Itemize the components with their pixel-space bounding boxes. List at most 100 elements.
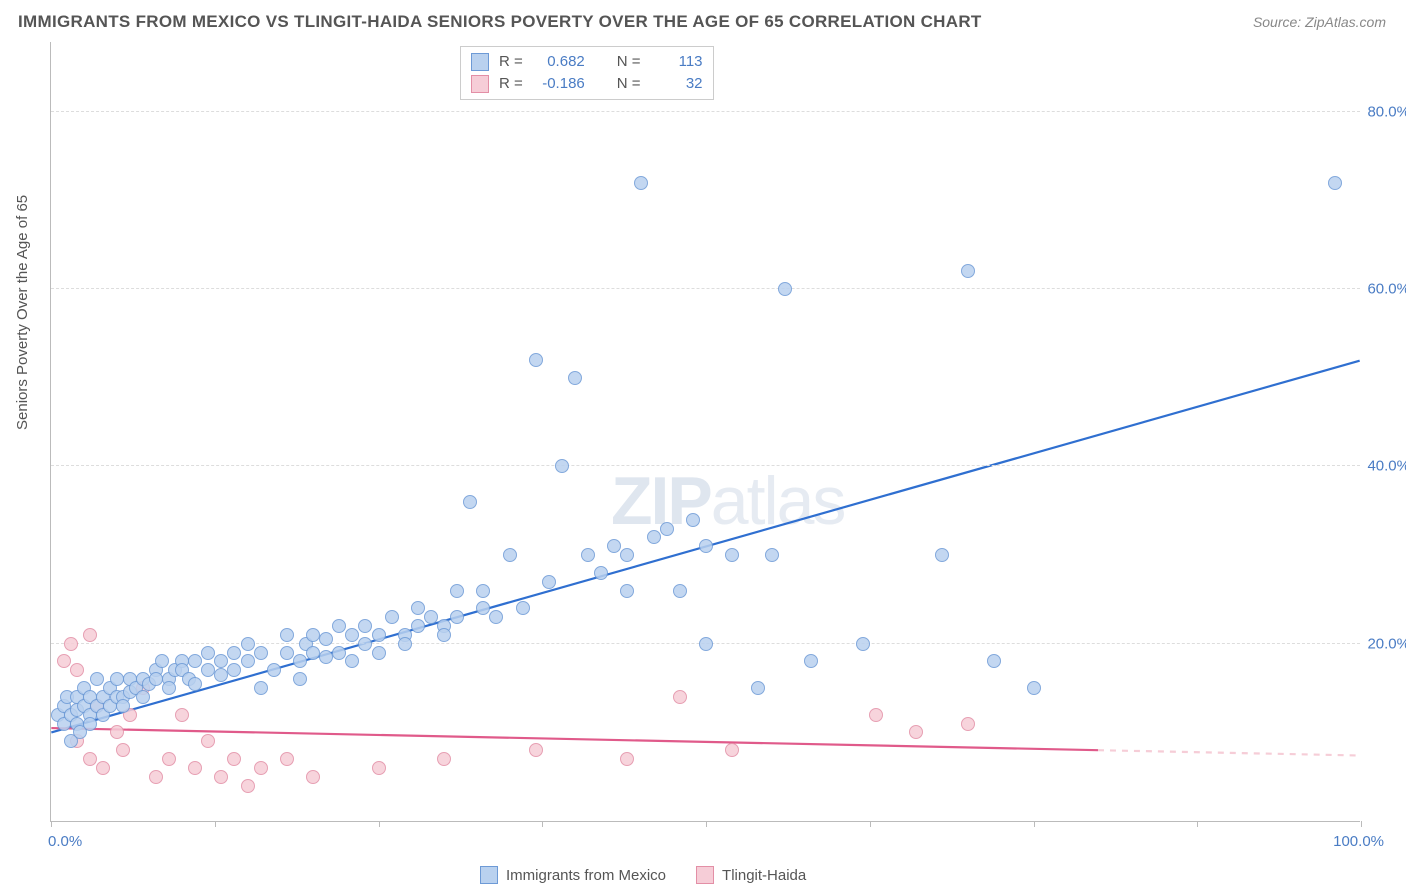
xtick-label-min: 0.0% [48, 833, 82, 850]
data-point [686, 513, 700, 527]
data-point [450, 610, 464, 624]
legend-swatch-1 [696, 866, 714, 884]
data-point [241, 654, 255, 668]
data-point [856, 637, 870, 651]
data-point [463, 495, 477, 509]
data-point [345, 654, 359, 668]
data-point [70, 663, 84, 677]
xtick-mark [379, 821, 380, 827]
data-point [1328, 176, 1342, 190]
data-point [293, 672, 307, 686]
data-point [254, 646, 268, 660]
data-point [529, 743, 543, 757]
legend-label-0: Immigrants from Mexico [506, 867, 666, 884]
data-point [214, 770, 228, 784]
watermark-atlas: atlas [711, 463, 845, 539]
data-point [778, 282, 792, 296]
data-point [332, 619, 346, 633]
r-label-0: R = [499, 51, 523, 73]
xtick-mark [542, 821, 543, 827]
data-point [214, 654, 228, 668]
data-point [489, 610, 503, 624]
data-point [57, 654, 71, 668]
data-point [345, 628, 359, 642]
data-point [411, 601, 425, 615]
y-axis-label: Seniors Poverty Over the Age of 65 [14, 195, 31, 430]
ytick-label: 20.0% [1365, 635, 1406, 652]
data-point [188, 761, 202, 775]
n-value-0: 113 [651, 51, 703, 73]
data-point [673, 584, 687, 598]
r-value-0: 0.682 [533, 51, 585, 73]
data-point [332, 646, 346, 660]
data-point [306, 646, 320, 660]
data-point [424, 610, 438, 624]
data-point [935, 548, 949, 562]
data-point [155, 654, 169, 668]
data-point [227, 646, 241, 660]
corr-row-1: R = -0.186 N = 32 [471, 73, 703, 95]
watermark: ZIPatlas [611, 462, 844, 540]
data-point [765, 548, 779, 562]
data-point [673, 690, 687, 704]
gridline [51, 111, 1360, 112]
data-point [581, 548, 595, 562]
data-point [149, 770, 163, 784]
data-point [83, 717, 97, 731]
xtick-mark [870, 821, 871, 827]
source-label: Source: ZipAtlas.com [1253, 14, 1386, 30]
data-point [149, 672, 163, 686]
xtick-label-max: 100.0% [1333, 833, 1384, 850]
data-point [110, 725, 124, 739]
data-point [699, 637, 713, 651]
xtick-mark [1034, 821, 1035, 827]
data-point [136, 690, 150, 704]
data-point [293, 654, 307, 668]
data-point [699, 539, 713, 553]
data-point [385, 610, 399, 624]
data-point [254, 761, 268, 775]
data-point [201, 646, 215, 660]
series-legend: Immigrants from Mexico Tlingit-Haida [480, 866, 806, 884]
data-point [306, 770, 320, 784]
data-point [267, 663, 281, 677]
data-point [280, 628, 294, 642]
ytick-label: 80.0% [1365, 103, 1406, 120]
data-point [227, 663, 241, 677]
r-label-1: R = [499, 73, 523, 95]
data-point [450, 584, 464, 598]
data-point [372, 628, 386, 642]
data-point [568, 371, 582, 385]
data-point [110, 672, 124, 686]
data-point [607, 539, 621, 553]
data-point [909, 725, 923, 739]
data-point [411, 619, 425, 633]
gridline [51, 465, 1360, 466]
r-value-1: -0.186 [533, 73, 585, 95]
data-point [280, 646, 294, 660]
data-point [725, 548, 739, 562]
data-point [542, 575, 556, 589]
swatch-1 [471, 75, 489, 93]
legend-item-0: Immigrants from Mexico [480, 866, 666, 884]
gridline [51, 288, 1360, 289]
xtick-mark [706, 821, 707, 827]
data-point [804, 654, 818, 668]
data-point [751, 681, 765, 695]
data-point [725, 743, 739, 757]
data-point [241, 637, 255, 651]
data-point [476, 601, 490, 615]
data-point [555, 459, 569, 473]
data-point [372, 761, 386, 775]
data-point [64, 637, 78, 651]
data-point [987, 654, 1001, 668]
legend-item-1: Tlingit-Haida [696, 866, 806, 884]
data-point [280, 752, 294, 766]
data-point [961, 717, 975, 731]
data-point [96, 761, 110, 775]
data-point [162, 752, 176, 766]
data-point [620, 584, 634, 598]
xtick-mark [51, 821, 52, 827]
data-point [188, 677, 202, 691]
data-point [437, 628, 451, 642]
